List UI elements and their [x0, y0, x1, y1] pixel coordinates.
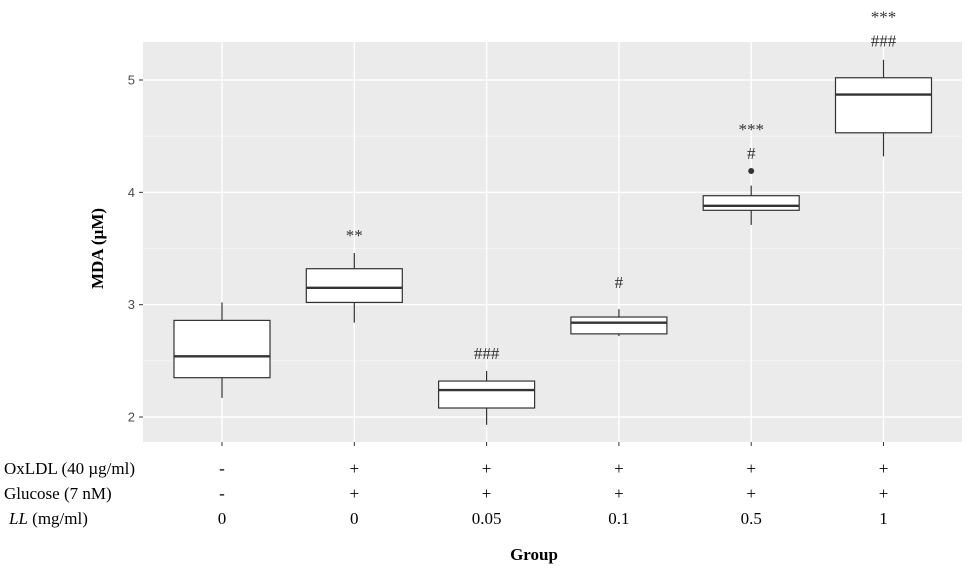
condition-value: + — [350, 459, 360, 478]
box-group — [173, 302, 271, 398]
significance-label: # — [747, 144, 756, 163]
condition-value: + — [350, 484, 360, 503]
condition-row-label: Glucose (7 nM) — [4, 484, 112, 503]
condition-value: + — [614, 484, 624, 503]
condition-value: 0 — [350, 509, 359, 528]
box-group — [702, 167, 800, 225]
condition-value: 0.5 — [741, 509, 762, 528]
condition-row-label: OxLDL (40 µg/ml) — [4, 459, 135, 478]
condition-value: + — [746, 459, 756, 478]
condition-row-label: LL (mg/ml) — [8, 509, 88, 528]
y-tick-label: 4 — [128, 185, 135, 200]
condition-value: + — [746, 484, 756, 503]
significance-label: ### — [871, 32, 897, 51]
condition-value: - — [219, 459, 225, 478]
condition-value: 0 — [218, 509, 227, 528]
significance-label: *** — [871, 8, 897, 27]
y-tick-label: 2 — [128, 410, 135, 425]
box-group — [570, 309, 668, 337]
condition-value: 1 — [879, 509, 888, 528]
x-axis-label: Group — [510, 545, 558, 564]
significance-label: # — [615, 273, 624, 292]
condition-value: + — [614, 459, 624, 478]
box-iqr — [834, 77, 933, 134]
y-axis-label: MDA (µM) — [88, 208, 107, 289]
condition-value: 0.05 — [472, 509, 502, 528]
condition-value: + — [879, 459, 889, 478]
box-iqr — [702, 195, 800, 211]
condition-label-italic: LL — [8, 509, 28, 528]
significance-label: *** — [738, 120, 764, 139]
significance-label: ** — [346, 226, 363, 245]
box-iqr — [305, 268, 403, 304]
condition-label-rest: (mg/ml) — [28, 509, 88, 528]
condition-value: + — [482, 459, 492, 478]
condition-value: + — [482, 484, 492, 503]
condition-value: - — [219, 484, 225, 503]
y-tick-label: 5 — [128, 73, 135, 88]
box-group — [305, 252, 403, 323]
box-iqr — [438, 380, 536, 409]
box-iqr — [173, 319, 271, 379]
outlier-point — [748, 167, 755, 174]
condition-value: 0.1 — [608, 509, 629, 528]
box-group — [834, 59, 933, 157]
y-tick-label: 3 — [128, 297, 135, 312]
box-group — [438, 370, 536, 425]
condition-value: + — [879, 484, 889, 503]
significance-label: ### — [474, 344, 500, 363]
box-iqr — [570, 316, 668, 335]
plot-panel — [143, 42, 962, 442]
